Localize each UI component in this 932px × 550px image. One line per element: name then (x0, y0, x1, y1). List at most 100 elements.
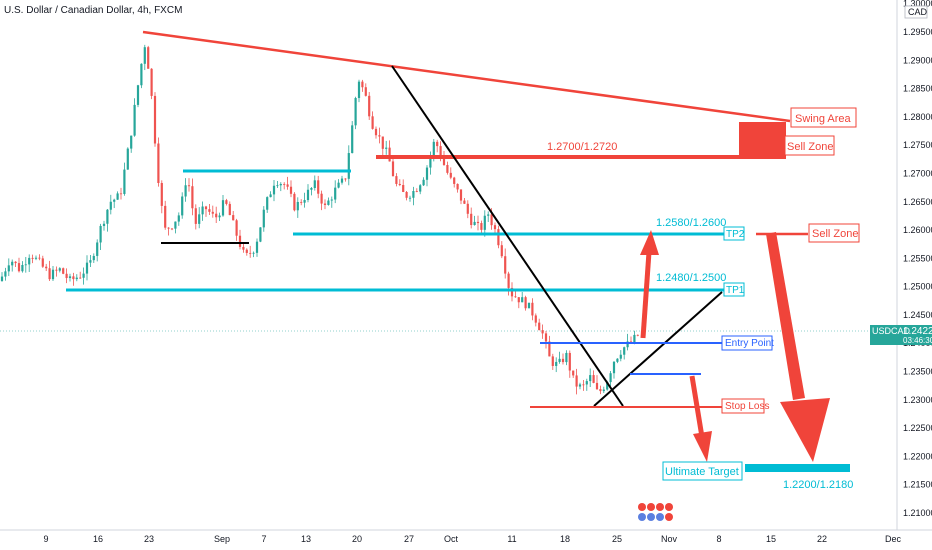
svg-text:Stop Loss: Stop Loss (725, 401, 769, 412)
zone-label-2: 1.2580/1.2600 (656, 217, 726, 229)
price-tick-label: 1.22500 (903, 423, 932, 433)
candle-body (58, 268, 61, 271)
time-tick-label: 11 (507, 534, 516, 544)
candle-body (575, 375, 578, 387)
candle-body (225, 200, 228, 204)
candle-body (232, 215, 235, 221)
candle-body (306, 189, 310, 201)
candle-body (289, 186, 293, 194)
candle-body (436, 141, 439, 147)
candle-body (82, 273, 85, 278)
candle-body (599, 389, 602, 392)
candle-body (463, 200, 466, 204)
candle-body (276, 185, 279, 187)
candle-body (551, 356, 554, 366)
candle-body (198, 214, 201, 224)
svg-text:Entry Point: Entry Point (725, 338, 774, 349)
candle-body (351, 125, 354, 154)
candle-body (476, 221, 480, 224)
time-tick-label: Nov (661, 534, 678, 544)
candle-body (582, 384, 585, 386)
tp2-label: TP2 (723, 226, 745, 241)
candle-body (106, 209, 109, 224)
candle-body (21, 264, 24, 272)
candle-body (480, 223, 483, 230)
svg-text:CAD: CAD (908, 7, 928, 17)
price-tick-label: 1.27000 (903, 168, 932, 178)
candle-body (456, 183, 459, 190)
candle-body (255, 241, 259, 253)
arrow-up (640, 230, 659, 339)
candle-body (602, 389, 605, 392)
candle-body (75, 277, 78, 280)
candle-body (31, 257, 34, 259)
entry-label: Entry Point (721, 335, 774, 351)
candle-body (259, 227, 262, 242)
candle-body (405, 191, 408, 198)
candle-body (133, 104, 136, 136)
candle-body (636, 334, 639, 336)
candle-body (99, 225, 102, 243)
candle-body (0, 276, 4, 281)
candle-body (422, 179, 425, 186)
candle-body (354, 98, 357, 126)
candle-body (595, 382, 599, 390)
candle-body (218, 215, 221, 218)
time-tick-label: Dec (885, 534, 902, 544)
candle-body (238, 235, 242, 247)
candle-body (466, 203, 469, 214)
candle-body (194, 208, 197, 224)
time-tick-label: 15 (766, 534, 776, 544)
candle-body (493, 225, 497, 230)
candle-body (79, 277, 82, 279)
sell-zone-mid-label: Sell Zone (808, 223, 860, 243)
zone-label-3: 1.2480/1.2500 (656, 272, 726, 284)
candle-body (85, 262, 89, 274)
swing-resistance-line (142, 30, 791, 123)
svg-text:Sell Zone: Sell Zone (812, 228, 858, 240)
tp1-label: TP1 (723, 282, 745, 297)
candle-body (534, 315, 537, 323)
candle-body (140, 63, 143, 86)
candle-body (497, 229, 500, 246)
target-zone-label: 1.2200/1.2180 (783, 479, 853, 491)
candle-body (130, 135, 133, 149)
zone-label-1: 1.2700/1.2720 (547, 141, 617, 153)
candle-body (402, 184, 405, 192)
candle-body (89, 260, 92, 263)
candle-body (310, 187, 313, 190)
candle-body (96, 242, 99, 256)
candle-body (92, 255, 95, 261)
time-tick-label: 13 (301, 534, 311, 544)
time-tick-label: Sep (214, 534, 230, 544)
candle-body (344, 178, 347, 180)
candle-body (242, 246, 245, 250)
candle-body (429, 155, 432, 168)
time-axis-labels: 9 16 23 Sep 7 13 20 27 Oct 11 18 25 Nov 8 15 22 Dec (43, 534, 901, 544)
price-axis-labels: 1.21000 1.21500 1.22000 1.22500 1.23000 1.235… (903, 0, 932, 518)
candle-body (449, 172, 452, 178)
candle-body (62, 268, 65, 274)
up-trendline (593, 291, 723, 407)
candle-body (147, 47, 150, 69)
candle-body (568, 352, 571, 371)
price-tick-label: 1.26000 (903, 225, 932, 235)
candle-body (65, 273, 68, 279)
candle-body (555, 361, 558, 366)
candle-body (153, 95, 157, 144)
candle-body (55, 269, 58, 271)
candle-body (385, 147, 388, 149)
price-tick-label: 1.23500 (903, 367, 932, 377)
candle-body (266, 197, 269, 210)
candle-body (446, 164, 449, 173)
candle-body (412, 191, 415, 198)
candle-body (24, 264, 27, 266)
price-tick-label: 1.21500 (903, 480, 932, 490)
candle-body (7, 265, 10, 272)
candle-body (541, 330, 544, 334)
candle-body (558, 358, 561, 362)
price-tick-label: 1.21000 (903, 508, 932, 518)
time-tick-label: 23 (144, 534, 154, 544)
candle-body (293, 193, 296, 211)
